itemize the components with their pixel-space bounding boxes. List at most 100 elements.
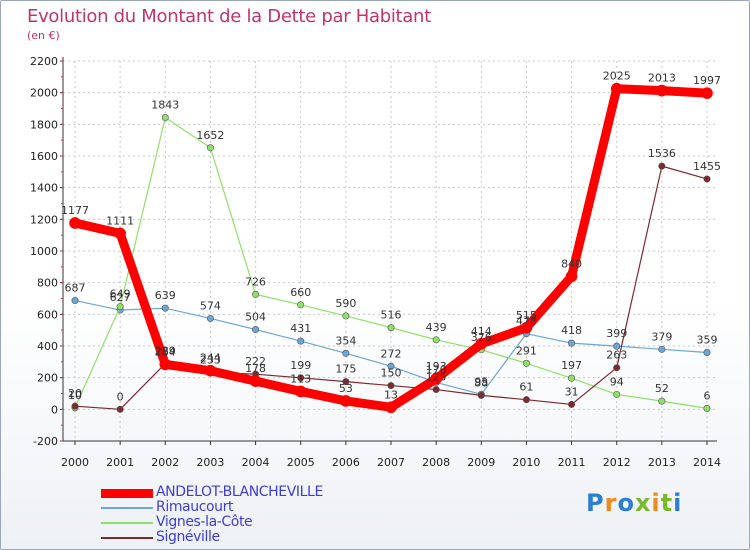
series-point [297,301,305,309]
data-label: 113 [290,372,311,385]
series-point [71,297,79,305]
series-point [340,395,352,407]
logo-letter: P [586,489,605,517]
series-point [613,342,621,350]
series-point [342,312,350,320]
series-point [297,337,305,345]
y-tick-label: 2000 [30,87,58,100]
series-point [385,401,397,414]
series-point [656,84,668,97]
series-point [206,314,214,322]
data-label: 175 [335,363,356,376]
data-label: 52 [655,382,669,395]
data-label: 170 [426,363,447,376]
x-tick-label: 2010 [512,456,540,469]
series-point [432,386,440,394]
series-point [522,359,530,367]
data-label: 0 [117,390,124,403]
x-tick-label: 2001 [106,456,134,469]
series-point [252,326,260,334]
series-point [387,362,395,370]
series-point [520,321,533,334]
data-label: 649 [110,288,131,301]
data-label: 20 [68,387,82,400]
series-point [658,345,666,353]
data-label: 1536 [648,147,676,160]
x-tick-label: 2014 [693,456,721,469]
y-tick-label: 600 [37,308,58,321]
data-label: 1843 [151,99,179,112]
series-point [568,400,576,408]
y-tick-label: 1400 [30,182,58,195]
data-label: 94 [610,375,624,388]
series-point [613,364,621,372]
y-tick-label: 400 [37,340,58,353]
legend-label: Signéville [156,529,220,545]
data-label: 61 [519,381,533,394]
series-point [342,349,350,357]
y-tick-label: 1200 [30,213,58,226]
series-point [475,337,488,350]
legend-swatch [101,522,153,524]
data-label: 289 [155,345,176,358]
data-label: 1177 [61,204,89,217]
series-point [432,336,440,344]
series-point [204,364,217,377]
data-label: 590 [335,297,356,310]
y-tick-label: 1000 [30,245,58,258]
logo-letter: r [604,489,618,517]
data-label: 244 [200,352,221,365]
x-tick-label: 2006 [332,456,360,469]
data-label: 263 [606,349,627,362]
x-tick-label: 2009 [467,456,495,469]
data-label: 10 [68,389,82,402]
series-point [252,290,260,298]
data-label: 359 [697,333,718,346]
x-tick-label: 2008 [422,456,450,469]
data-label: 414 [471,325,492,338]
series-point [703,175,711,183]
data-label: 1652 [196,129,224,142]
legend-label: Vignes-la-Côte [156,514,253,530]
data-label: 284 [155,345,176,358]
y-tick-label: 0 [51,403,58,416]
x-tick-label: 2011 [558,456,586,469]
logo-letter: o [617,489,635,517]
data-label: 125 [426,371,447,384]
data-label: 2025 [603,70,631,83]
data-label: 150 [381,367,402,380]
y-tick-label: 200 [37,372,58,385]
series-point [114,227,126,240]
data-label: 222 [245,355,266,368]
series-point [161,114,169,122]
y-tick-label: 1600 [30,150,58,163]
data-label: 233 [200,353,221,366]
legend-swatch [101,507,153,509]
data-label: 574 [200,299,221,312]
data-label: 687 [65,282,86,295]
data-label: 354 [335,334,356,347]
chart-unit: (en €) [27,29,60,42]
y-tick-label: 2200 [30,55,58,68]
series-point [430,372,442,385]
y-tick-label: 1800 [30,118,58,131]
data-label: 88 [474,376,488,389]
x-tick-label: 2005 [287,456,315,469]
data-label: 193 [426,360,447,373]
data-label: 726 [245,275,266,288]
series-point [703,348,711,356]
data-label: 1455 [693,160,721,173]
series-point [206,144,214,152]
legend-swatch [101,488,153,498]
series-point [116,405,124,413]
data-label: 13 [384,388,398,401]
x-tick-label: 2012 [603,456,631,469]
data-label: 6 [704,389,711,402]
data-label: 53 [339,382,353,395]
logo-letter: i [673,489,683,517]
proxiti-logo: Proxiti [586,489,682,517]
data-label: 418 [561,324,582,337]
series-point [249,375,262,387]
data-label: 2013 [648,72,676,85]
